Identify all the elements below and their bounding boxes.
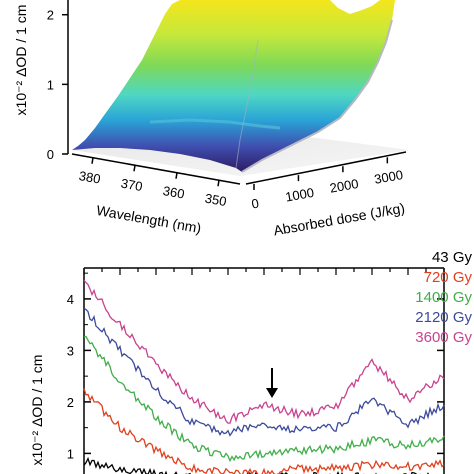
spectra-y-axis-title: x10⁻² ΔOD / 1 cm bbox=[29, 355, 45, 466]
surface-valley bbox=[235, 39, 259, 169]
surface-z-tick-label: 2000 bbox=[329, 176, 360, 196]
spectra-y-tick-label: 2 bbox=[67, 395, 74, 410]
legend-entry: 720 Gy bbox=[424, 269, 473, 286]
surface-z-tick-label: 3000 bbox=[373, 167, 404, 187]
surface-body bbox=[72, 0, 395, 172]
series-line bbox=[83, 456, 430, 474]
surface-z-tick-label: 1000 bbox=[284, 185, 315, 205]
surface-z-axis bbox=[245, 151, 407, 185]
surface-x-tick bbox=[175, 172, 178, 179]
surface-x-tick-label: 360 bbox=[162, 183, 186, 202]
surface-x-tick bbox=[133, 165, 136, 172]
surface-y-tick-label: 0 bbox=[47, 147, 54, 162]
surface-x-tick-label: 380 bbox=[78, 168, 102, 187]
surface-y-tick-label: 1 bbox=[47, 77, 54, 92]
surface-z-axis-title: Absorbed dose (J/kg) bbox=[272, 200, 406, 239]
surface-panel: 0 1 2 x10⁻² ΔOD / 1 cm 380 370 360 350 Wavele… bbox=[13, 0, 410, 239]
surface-x-tick bbox=[217, 180, 220, 187]
surface-y-tick-label: 2 bbox=[47, 8, 54, 23]
series-line bbox=[83, 388, 445, 474]
surface-edge bbox=[241, 19, 393, 173]
surface-x-axis bbox=[71, 153, 241, 185]
surface-y-axis-title: x10⁻² ΔOD / 1 cm bbox=[13, 5, 29, 116]
spectra-y-tick-label: 4 bbox=[67, 292, 74, 307]
surface-z-tick-label: 0 bbox=[250, 196, 260, 212]
arrow-annotation bbox=[266, 368, 278, 398]
series-line bbox=[83, 307, 445, 437]
surface-x-tick-label: 370 bbox=[120, 176, 144, 195]
legend-entry: 2120 Gy bbox=[415, 309, 472, 326]
spectra-y-tick-label: 1 bbox=[67, 446, 74, 461]
surface-ridge bbox=[149, 118, 281, 130]
legend-entry: 3600 Gy bbox=[415, 329, 472, 346]
series-line bbox=[83, 280, 445, 424]
surface-x-axis-title: Wavelength (nm) bbox=[95, 202, 202, 236]
spectra-panel: 1 2 3 4 x10⁻² ΔOD / 1 cm bbox=[29, 267, 445, 474]
surface-x-tick bbox=[91, 157, 94, 164]
legend-entry: 43 Gy bbox=[432, 249, 473, 266]
legend: 43 Gy 720 Gy 1400 Gy 2120 Gy 3600 Gy bbox=[415, 249, 472, 346]
legend-entry: 1400 Gy bbox=[415, 289, 472, 306]
spectra-y-tick-label: 3 bbox=[67, 343, 74, 358]
series-line bbox=[83, 335, 445, 463]
surface-x-tick-label: 350 bbox=[204, 191, 228, 210]
